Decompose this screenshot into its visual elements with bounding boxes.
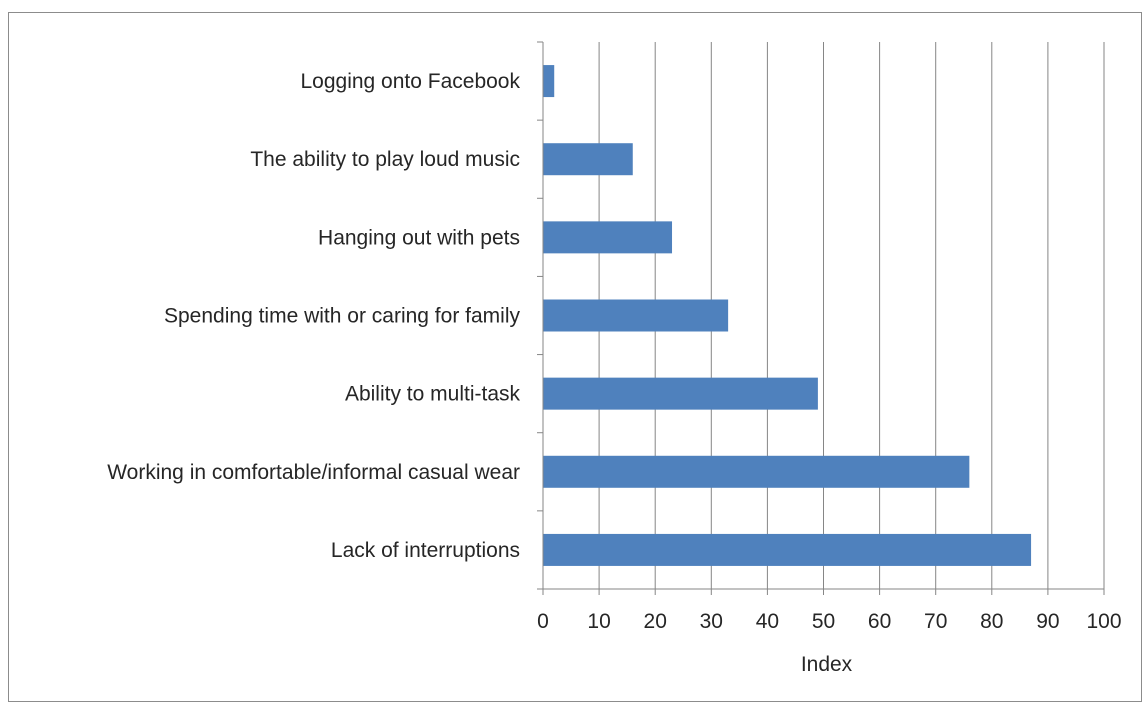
chart-frame <box>8 12 1142 702</box>
x-tick-label: 20 <box>644 610 667 633</box>
category-label: Working in comfortable/informal casual w… <box>107 461 520 484</box>
bar <box>543 533 1032 566</box>
category-label: Lack of interruptions <box>331 539 520 562</box>
category-label: Hanging out with pets <box>318 226 520 249</box>
x-tick-label: 50 <box>812 610 835 633</box>
x-tick-label: 10 <box>587 610 610 633</box>
category-labels: Lack of interruptions Working in comforta… <box>107 70 520 562</box>
bar <box>543 221 673 254</box>
x-tick-label: 100 <box>1086 610 1121 633</box>
x-tick-label: 90 <box>1036 610 1059 633</box>
category-label: Ability to multi-task <box>345 383 521 406</box>
bar <box>543 143 633 176</box>
x-tick-label: 70 <box>924 610 947 633</box>
x-tick-label: 60 <box>868 610 891 633</box>
bars <box>543 65 1032 566</box>
category-label: The ability to play loud music <box>250 148 520 171</box>
x-tick-labels: 0 10 20 30 40 50 60 70 80 90 100 <box>537 610 1121 633</box>
x-axis-title: Index <box>801 653 853 676</box>
bar <box>543 299 729 332</box>
x-tick-label: 40 <box>756 610 779 633</box>
x-tick-label: 80 <box>980 610 1003 633</box>
category-label: Logging onto Facebook <box>300 70 520 93</box>
bar <box>543 377 818 410</box>
bar <box>543 65 555 98</box>
bar <box>543 455 970 488</box>
axes <box>537 41 1105 595</box>
category-label: Spending time with or caring for family <box>164 305 520 328</box>
x-tick-label: 30 <box>700 610 723 633</box>
x-tick-label: 0 <box>537 610 549 633</box>
gridlines <box>598 42 1105 589</box>
